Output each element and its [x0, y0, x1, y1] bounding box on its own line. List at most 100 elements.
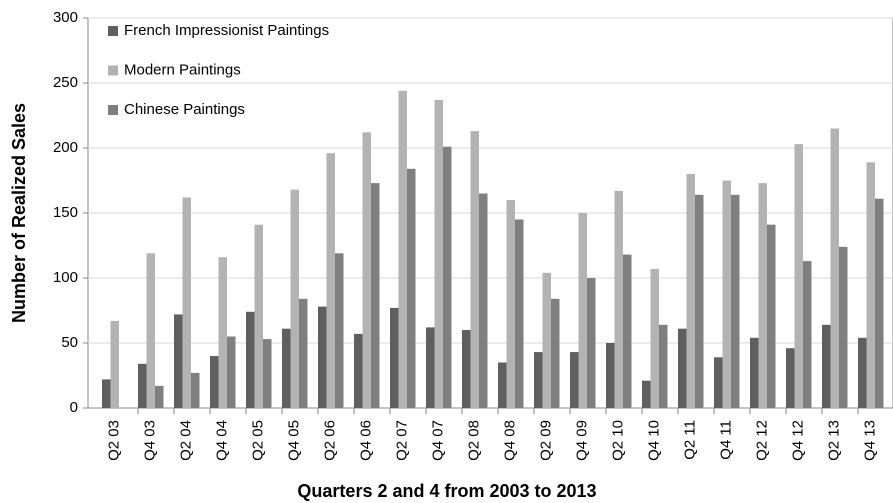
bar [822, 324, 831, 408]
bar [218, 257, 227, 408]
x-tick-label: Q2 10 [610, 420, 627, 461]
bar [786, 348, 795, 408]
bar [335, 253, 344, 408]
x-tick-label: Q4 09 [574, 420, 591, 461]
bar [750, 337, 759, 408]
bar [155, 385, 164, 408]
bar [650, 268, 659, 408]
y-tick-label: 150 [53, 204, 78, 221]
bar [174, 314, 183, 408]
bar [462, 330, 471, 408]
bar [362, 132, 371, 408]
bar [866, 162, 875, 408]
x-tick-label: Q4 12 [790, 420, 807, 461]
bar [794, 144, 803, 408]
bar [263, 339, 272, 408]
bar [299, 298, 308, 408]
legend-label: French Impressionist Paintings [124, 22, 329, 39]
bar [515, 219, 524, 408]
bar [326, 153, 335, 408]
bar [434, 99, 443, 409]
x-tick-label: Q4 04 [214, 420, 231, 461]
x-tick-label: Q4 13 [862, 420, 879, 461]
x-tick-label: Q4 08 [502, 420, 519, 461]
y-tick-label: 50 [61, 334, 78, 351]
bar [254, 224, 263, 408]
x-tick-label: Q4 05 [286, 420, 303, 461]
bar [191, 372, 200, 408]
x-tick-label: Q2 04 [178, 420, 195, 461]
y-tick-label: 100 [53, 269, 78, 286]
x-tick-label: Q2 13 [826, 420, 843, 461]
bar [839, 246, 848, 408]
x-tick-label: Q2 05 [250, 420, 267, 461]
bar [642, 380, 651, 408]
bar [551, 298, 560, 408]
bar [102, 379, 111, 408]
bar [479, 193, 488, 408]
bar [470, 131, 479, 408]
y-tick-label: 0 [70, 399, 78, 416]
bar [678, 328, 687, 408]
bar [803, 261, 812, 408]
bar [623, 254, 632, 408]
bar [390, 307, 399, 408]
bar [371, 183, 380, 408]
bar [506, 200, 515, 408]
bar [758, 183, 767, 408]
bar [875, 198, 884, 408]
bar [246, 311, 255, 408]
legend-swatch [108, 26, 118, 36]
bar [290, 189, 299, 408]
legend-swatch [108, 65, 118, 76]
bar [210, 356, 219, 408]
bar [426, 327, 435, 408]
bar [534, 352, 543, 408]
x-tick-label: Q4 10 [646, 420, 663, 461]
x-axis-title: Quarters 2 and 4 from 2003 to 2013 [297, 481, 596, 501]
bar [407, 168, 416, 408]
bar [659, 324, 668, 408]
x-tick-label: Q2 12 [754, 420, 771, 461]
bar [767, 224, 776, 408]
x-tick-label: Q4 06 [358, 420, 375, 461]
bar [695, 194, 704, 408]
bar [587, 278, 596, 408]
bar [830, 128, 839, 408]
y-axis-title: Number of Realized Sales [9, 103, 29, 323]
x-tick-label: Q4 11 [718, 420, 735, 460]
x-tick-label: Q4 07 [430, 420, 447, 461]
x-tick-label: Q4 03 [142, 420, 159, 461]
bar [354, 333, 363, 408]
bar [318, 306, 327, 408]
bar [686, 174, 695, 408]
x-tick-label: Q2 07 [394, 420, 411, 461]
bar [110, 320, 119, 408]
y-tick-label: 300 [53, 9, 78, 26]
y-tick-label: 250 [53, 74, 78, 91]
x-tick-label: Q2 03 [106, 420, 123, 461]
y-tick-label: 200 [53, 139, 78, 156]
legend-swatch [108, 105, 118, 115]
x-tick-label: Q2 11 [682, 420, 699, 460]
bar [138, 363, 147, 408]
legend-label: Chinese Paintings [124, 101, 245, 118]
bar [498, 362, 507, 408]
bar [443, 146, 452, 408]
x-tick-label: Q2 06 [322, 420, 339, 461]
bar [578, 213, 587, 408]
bar [182, 197, 191, 408]
bar [398, 90, 407, 409]
bar [542, 272, 551, 408]
x-tick-label: Q2 09 [538, 420, 555, 461]
bar [282, 328, 291, 408]
bar [227, 336, 236, 408]
x-tick-label: Q2 08 [466, 420, 483, 461]
bar [570, 352, 579, 408]
bar [146, 253, 155, 408]
bar [614, 190, 623, 408]
legend-label: Modern Paintings [124, 61, 241, 78]
bar [722, 180, 731, 408]
bar [606, 343, 615, 408]
